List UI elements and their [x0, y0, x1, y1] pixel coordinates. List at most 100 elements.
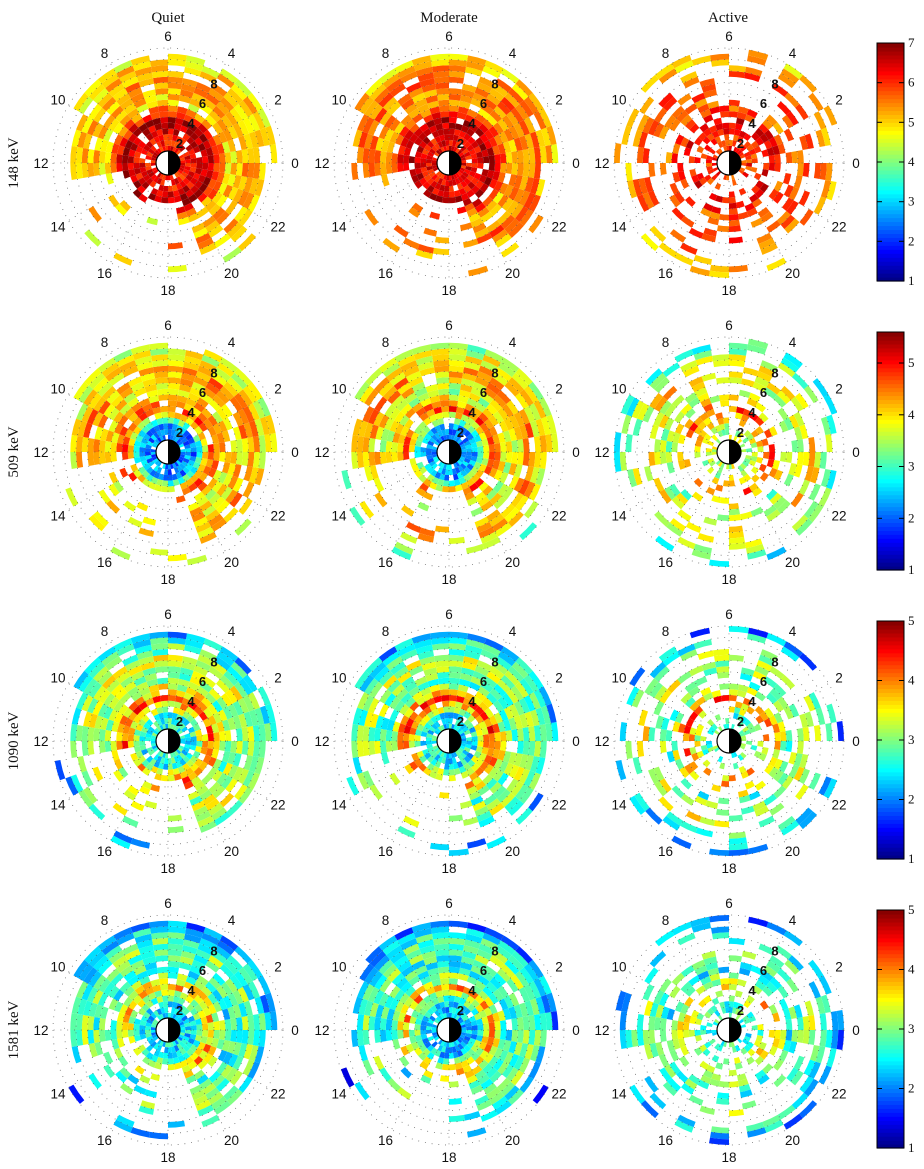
heat-cell: [405, 119, 416, 130]
mlt-label-14: 14: [611, 220, 627, 235]
heat-cell: [417, 72, 434, 82]
heat-cell: [471, 163, 478, 168]
heat-cell: [694, 157, 701, 163]
heat-cell: [97, 92, 113, 108]
heat-cell: [216, 500, 230, 514]
row-label-509kev: 509 keV: [6, 426, 22, 477]
heat-cell: [168, 111, 177, 118]
heat-cell: [168, 428, 172, 435]
heat-cell: [168, 474, 173, 481]
heat-cell: [442, 486, 449, 493]
heat-cell: [494, 154, 501, 163]
heat-cell: [164, 428, 168, 435]
heat-cell: [459, 154, 466, 160]
heat-cell: [697, 650, 714, 660]
heat-cell: [729, 128, 735, 135]
heat-cell: [474, 113, 486, 124]
heat-cell: [460, 95, 473, 104]
heat-cell: [449, 99, 460, 107]
heat-cell: [168, 423, 173, 430]
heat-cell: [758, 463, 767, 473]
heat-cell: [112, 802, 128, 816]
heat-cell: [219, 385, 235, 401]
heat-cell: [368, 119, 380, 136]
heat-cell: [127, 156, 134, 163]
heat-cell: [105, 367, 122, 382]
heat-cell: [77, 420, 87, 437]
heat-cell: [462, 197, 472, 207]
heat-cell: [224, 152, 232, 163]
heat-cell: [247, 194, 260, 212]
heat-cell: [104, 152, 112, 163]
heat-cell: [252, 436, 260, 452]
grid-circle: [87, 371, 249, 533]
heat-cell: [419, 123, 429, 133]
heat-cell: [751, 474, 760, 483]
heat-cell: [797, 728, 804, 741]
heat-cell: [179, 452, 186, 455]
heat-cell: [216, 118, 228, 132]
mlt-label-12: 12: [33, 156, 48, 171]
heat-cell: [477, 163, 484, 169]
mlt-label-8: 8: [101, 913, 109, 928]
heat-cell: [729, 406, 737, 413]
heat-cell: [427, 430, 435, 438]
mlt-label-0: 0: [852, 156, 860, 171]
heat-cell: [477, 735, 484, 741]
heat-cell: [156, 479, 163, 486]
heat-cell: [454, 141, 461, 149]
mlt-label-0: 0: [291, 445, 299, 460]
heat-cell: [437, 430, 444, 438]
heat-cell: [168, 671, 180, 679]
heat-cell: [177, 211, 188, 220]
heat-cell: [158, 683, 168, 690]
heat-cell: [441, 429, 446, 436]
heat-cell: [717, 514, 729, 522]
heat-cell: [101, 96, 117, 112]
heat-cell: [113, 480, 124, 493]
heat-cell: [423, 89, 437, 99]
heat-cell: [517, 163, 524, 176]
heat-cell: [234, 103, 248, 120]
heat-cell: [443, 173, 447, 180]
heat-cell: [729, 225, 741, 233]
heat-cell: [105, 141, 114, 153]
row-label-1581kev: 1581 keV: [6, 1000, 22, 1059]
heat-cell: [181, 171, 188, 178]
heat-cell: [699, 816, 715, 826]
heat-cell: [180, 89, 194, 99]
heat-cell: [54, 760, 66, 781]
heat-cell: [378, 125, 390, 140]
heat-cell: [227, 88, 243, 104]
heat-cell: [519, 209, 534, 226]
heat-cell: [168, 139, 172, 146]
heat-cell: [654, 511, 670, 527]
heat-cell: [389, 131, 400, 144]
heat-cell: [729, 99, 740, 107]
heat-cell: [400, 114, 412, 126]
mlt-label-20: 20: [505, 266, 520, 281]
heat-cell: [658, 92, 674, 108]
heat-cell: [412, 113, 424, 124]
heat-cell: [681, 215, 695, 228]
heat-cell: [216, 362, 235, 378]
heat-cell: [495, 78, 512, 93]
heat-cell: [168, 122, 175, 129]
heat-cell: [196, 157, 203, 163]
radial-label-4: 4: [468, 116, 476, 131]
heat-cell: [736, 200, 745, 209]
mlt-label-2: 2: [555, 671, 563, 686]
heat-cell: [115, 399, 128, 412]
heat-cell: [88, 803, 106, 821]
earth-nightside: [729, 440, 741, 464]
mlt-label-18: 18: [441, 1150, 456, 1165]
heat-cell: [488, 1030, 495, 1038]
heat-cell: [172, 423, 178, 431]
heat-cell: [685, 196, 696, 207]
heat-cell: [212, 394, 226, 408]
heat-cell: [189, 153, 197, 159]
heat-cell: [161, 775, 168, 782]
heat-cell: [124, 408, 135, 419]
heat-cell: [433, 71, 449, 79]
